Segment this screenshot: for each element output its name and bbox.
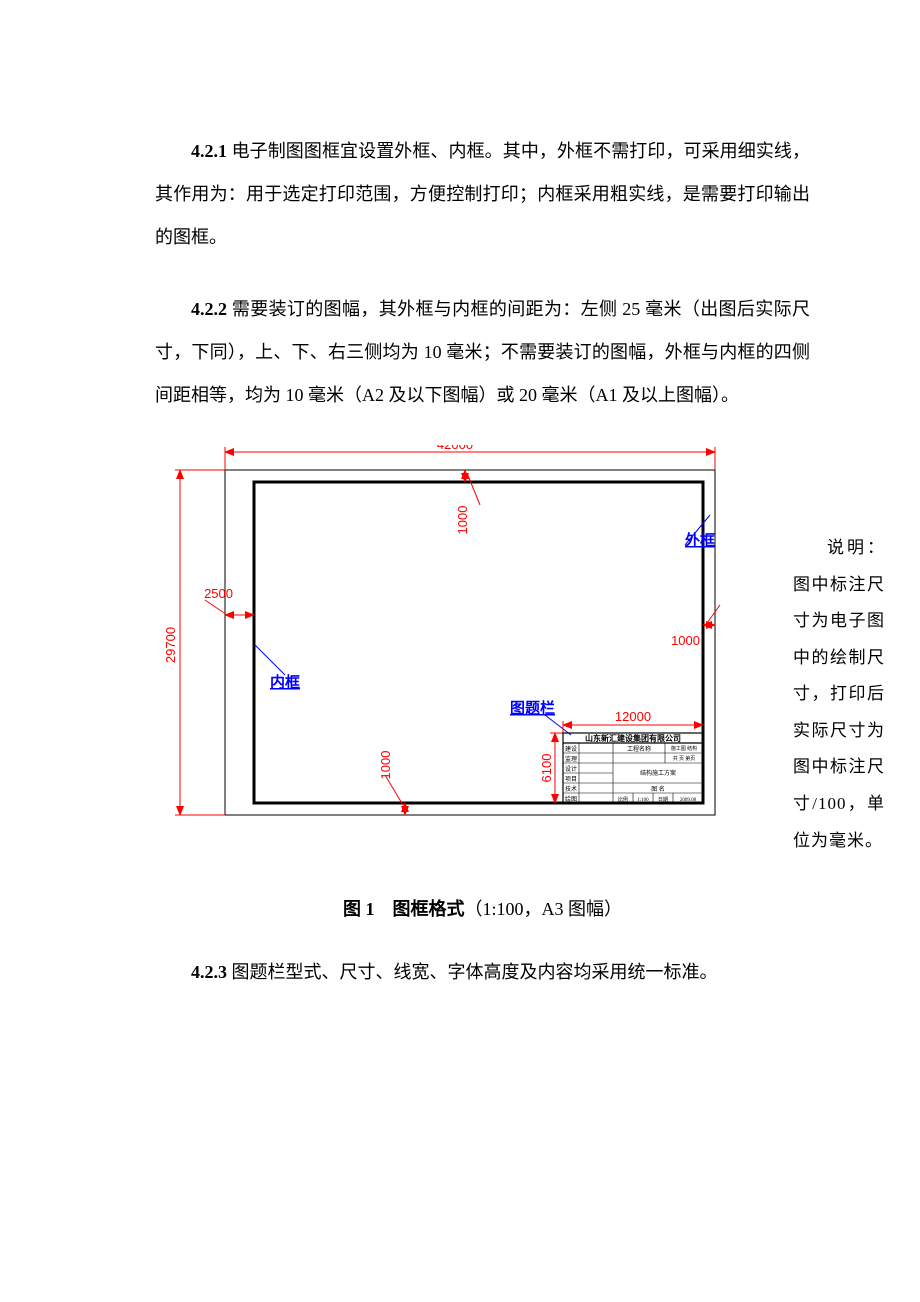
caption-rest: （1:100，A3 图幅） (465, 899, 623, 919)
paragraph-text: 图题栏型式、尺寸、线宽、字体高度及内容均采用统一标准。 (232, 962, 718, 982)
svg-text:比例: 比例 (618, 796, 628, 803)
section-number: 4.2.2 (191, 299, 227, 319)
svg-text:图 名: 图 名 (651, 785, 665, 793)
section-number: 4.2.3 (191, 962, 227, 982)
svg-text:1:100: 1:100 (637, 798, 649, 803)
dim-left-gap: 2500 (204, 586, 233, 601)
svg-text:共 页 第页: 共 页 第页 (673, 755, 696, 762)
caption-bold: 图 1 图框格式 (343, 899, 465, 919)
svg-text:建设: 建设 (565, 745, 577, 753)
svg-text:工程名称: 工程名称 (627, 745, 651, 753)
label-inner-frame: 内框 (270, 673, 300, 691)
section-number: 4.2.1 (191, 141, 227, 161)
paragraph-text: 电子制图图框宜设置外框、内框。其中，外框不需打印，可采用细实线，其作用为：用于选… (155, 141, 810, 247)
label-outer-frame: 外框 (684, 531, 715, 549)
paragraph-text: 需要装订的图幅，其外框与内框的间距为：左侧 25 毫米（出图后实际尺寸，下同），… (155, 299, 810, 405)
svg-text:设计: 设计 (565, 765, 577, 773)
dim-left-height: 29700 (163, 627, 178, 663)
svg-text:绘图: 绘图 (565, 795, 577, 803)
dim-top-gap: 1000 (455, 506, 470, 535)
dim-top-width: 42000 (437, 445, 473, 452)
figure-caption: 图 1 图框格式（1:100，A3 图幅） (155, 895, 810, 921)
paragraph-423: 4.2.3 图题栏型式、尺寸、线宽、字体高度及内容均采用统一标准。 (155, 951, 810, 994)
svg-text:监理: 监理 (565, 755, 577, 763)
paragraph-422: 4.2.2 需要装订的图幅，其外框与内框的间距为：左侧 25 毫米（出图后实际尺… (155, 288, 810, 418)
frame-diagram: 42000 29700 2500 1000 1000 1000 外框 内框 图题… (155, 445, 735, 845)
dim-titleblock-w: 12000 (615, 709, 651, 724)
tb-company: 山东新汇建设集团有限公司 (585, 733, 681, 743)
dim-titleblock-h: 6100 (539, 754, 554, 783)
figure-1-wrap: 42000 29700 2500 1000 1000 1000 外框 内框 图题… (155, 445, 810, 845)
svg-text:施工图 结构: 施工图 结构 (671, 745, 697, 752)
dim-bottom-gap: 1000 (378, 751, 393, 780)
label-title-block: 图题栏 (510, 699, 555, 717)
dim-right-gap: 1000 (671, 633, 700, 648)
figure-side-note: 说明：图中标注尺寸为电子图中的绘制尺寸，打印后实际尺寸为图中标注尺寸/100，单… (793, 530, 885, 859)
svg-text:项目: 项目 (565, 776, 577, 783)
title-block: 山东新汇建设集团有限公司 建设 监理 设计 项目 技术 绘图 工程名称 施工图 … (563, 733, 703, 803)
svg-text:结构施工方案: 结构施工方案 (640, 769, 676, 777)
inner-frame-rect (254, 482, 703, 803)
svg-text:2009.08: 2009.08 (680, 798, 697, 803)
svg-text:日期: 日期 (658, 797, 668, 803)
svg-text:技术: 技术 (565, 785, 577, 793)
paragraph-421: 4.2.1 电子制图图框宜设置外框、内框。其中，外框不需打印，可采用细实线，其作… (155, 130, 810, 260)
